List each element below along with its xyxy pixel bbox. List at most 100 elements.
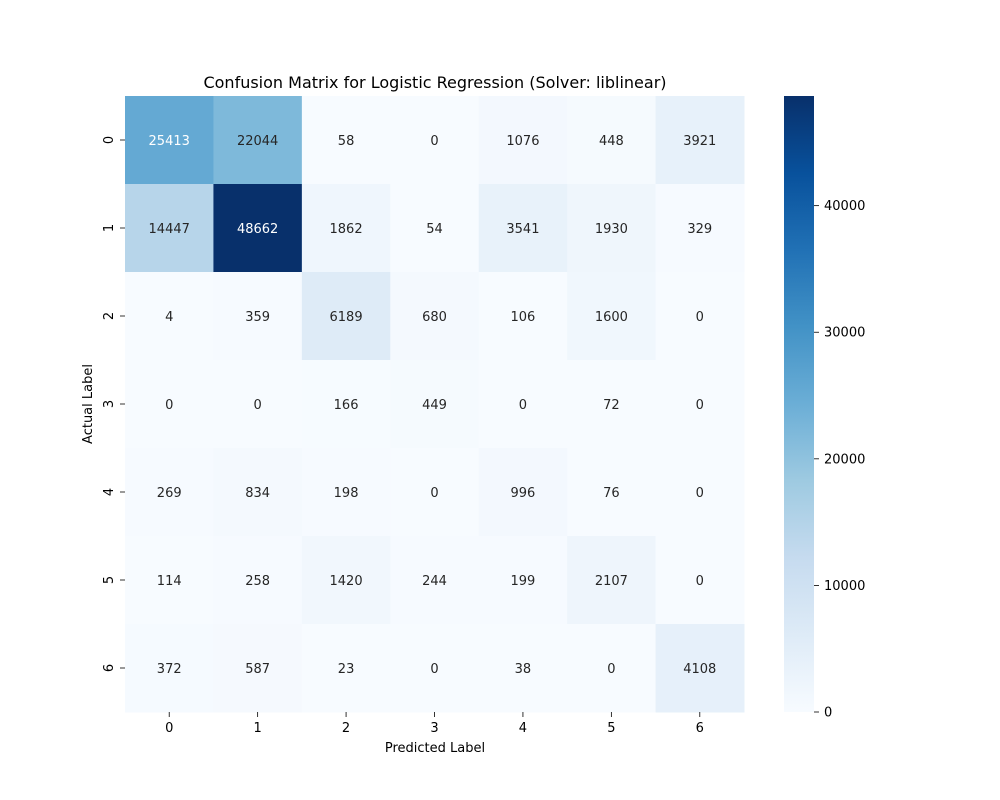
- heatmap-cell: [390, 536, 480, 625]
- cell-value-label: 0: [165, 398, 173, 413]
- y-tick-label: 0: [102, 136, 117, 144]
- colorbar-tick-label: 0: [824, 706, 832, 721]
- heatmap-cell: [213, 272, 303, 361]
- heatmap-cell: [301, 96, 391, 185]
- heatmap-cell: [478, 360, 568, 449]
- heatmap-cell: [390, 624, 480, 713]
- heatmap-cell: [655, 448, 745, 537]
- cell-value-label: 23: [338, 662, 355, 677]
- heatmap-cell: [125, 184, 214, 273]
- heatmap-cell: [301, 184, 391, 273]
- y-axis-label: Actual Label: [81, 364, 96, 444]
- heatmap-cell: [655, 272, 745, 361]
- heatmap-cell: [301, 448, 391, 537]
- cell-value-label: 4: [165, 310, 173, 325]
- heatmap-cell: [301, 272, 391, 361]
- heatmap-cell: [125, 536, 214, 625]
- x-tick-label: 0: [165, 721, 173, 736]
- heatmap-cell: [478, 96, 568, 185]
- x-tick-label: 1: [254, 721, 262, 736]
- cell-value-label: 0: [430, 134, 438, 149]
- heatmap-cell: [390, 448, 480, 537]
- heatmap-cell: [390, 96, 480, 185]
- y-axis: 0 1 2 3 4 5 6: [102, 136, 125, 672]
- colorbar: [784, 96, 814, 712]
- cell-value-label: 1862: [330, 222, 363, 237]
- heatmap-cell: [125, 448, 214, 537]
- cell-value-label: 258: [245, 574, 270, 589]
- heatmap-cell: [213, 448, 303, 537]
- x-axis-label: Predicted Label: [385, 741, 485, 756]
- cell-value-label: 54: [426, 222, 443, 237]
- heatmap-cell: [301, 624, 391, 713]
- heatmap-cell: [567, 272, 657, 361]
- x-axis: 0 1 2 3 4 5 6: [165, 712, 704, 736]
- heatmap-cell: [390, 272, 480, 361]
- cell-value-label: 76: [603, 486, 620, 501]
- x-tick-label: 3: [430, 721, 438, 736]
- y-tick-label: 6: [102, 664, 117, 672]
- heatmap-cell: [478, 448, 568, 537]
- heatmap-cell: [125, 624, 214, 713]
- heatmap-cell: [125, 360, 214, 449]
- heatmap-cell: [567, 360, 657, 449]
- heatmap-cell: [655, 360, 745, 449]
- x-tick-label: 2: [342, 721, 350, 736]
- y-tick-label: 5: [102, 576, 117, 584]
- x-tick-label: 6: [696, 721, 704, 736]
- heatmap-cell: [655, 536, 745, 625]
- cell-value-label: 448: [599, 134, 624, 149]
- heatmap-cell: [478, 272, 568, 361]
- heatmap-cell: [567, 184, 657, 273]
- heatmap-cell: [213, 624, 303, 713]
- cell-value-label: 244: [422, 574, 447, 589]
- cell-value-label: 0: [519, 398, 527, 413]
- cell-value-label: 1420: [330, 574, 363, 589]
- heatmap-cell: [567, 536, 657, 625]
- cell-value-label: 359: [245, 310, 270, 325]
- cell-value-label: 72: [603, 398, 620, 413]
- cell-value-label: 1930: [595, 222, 628, 237]
- cell-value-label: 0: [696, 574, 704, 589]
- heatmap-cell: [213, 360, 303, 449]
- y-tick-label: 2: [102, 312, 117, 320]
- colorbar-tick-label: 10000: [824, 579, 865, 594]
- colorbar-tick-label: 30000: [824, 326, 865, 341]
- cell-value-label: 48662: [237, 222, 278, 237]
- cell-value-label: 0: [254, 398, 262, 413]
- cell-value-label: 0: [696, 486, 704, 501]
- cell-value-label: 449: [422, 398, 447, 413]
- y-tick-label: 1: [102, 224, 117, 232]
- heatmap-cell: [478, 536, 568, 625]
- heatmap-cell: [213, 536, 303, 625]
- chart-title: Confusion Matrix for Logistic Regression…: [203, 73, 666, 92]
- cell-value-label: 3541: [506, 222, 539, 237]
- heatmap-cell: [655, 96, 745, 185]
- cell-value-label: 106: [511, 310, 536, 325]
- x-tick-label: 4: [519, 721, 527, 736]
- cell-value-label: 1076: [506, 134, 539, 149]
- cell-value-label: 0: [696, 398, 704, 413]
- heatmap-cell: [301, 360, 391, 449]
- heatmap-cell: [478, 184, 568, 273]
- heatmap-cell: [125, 96, 214, 185]
- cell-value-label: 3921: [683, 134, 716, 149]
- cell-value-label: 25413: [149, 134, 190, 149]
- heatmap-cell: [301, 536, 391, 625]
- cell-value-label: 587: [245, 662, 270, 677]
- cell-value-label: 996: [511, 486, 536, 501]
- colorbar-tick-label: 20000: [824, 452, 865, 467]
- heatmap-cell: [213, 96, 303, 185]
- heatmap-cell: [567, 448, 657, 537]
- heatmap-cell: [213, 184, 303, 273]
- cell-value-label: 0: [430, 486, 438, 501]
- heatmap-cell: [655, 184, 745, 273]
- cell-value-label: 1600: [595, 310, 628, 325]
- colorbar-tick-label: 40000: [824, 199, 865, 214]
- colorbar-ticks: 0 10000 20000 30000 40000: [814, 199, 865, 721]
- cell-value-label: 14447: [149, 222, 190, 237]
- cell-value-label: 834: [245, 486, 270, 501]
- cell-value-label: 0: [696, 310, 704, 325]
- y-tick-label: 4: [102, 488, 117, 496]
